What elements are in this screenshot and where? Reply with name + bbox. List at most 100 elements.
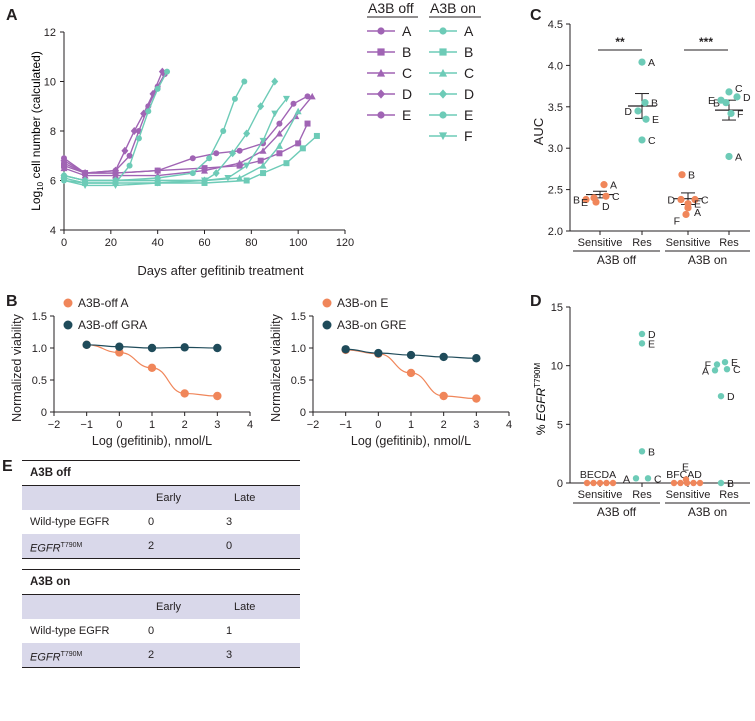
panel-b-left-x-tick-label: −1 <box>80 419 93 431</box>
panel-d-point-label: D <box>648 329 656 341</box>
panel-a-data-point <box>259 147 267 154</box>
panel-b-left-legend-marker <box>63 298 73 308</box>
panel-b-left-data-point <box>82 340 91 349</box>
panel-a-data-point <box>164 68 171 75</box>
panel-c-data-point <box>602 192 610 200</box>
table-cell-label <box>22 486 148 510</box>
table-cell-early: 2 <box>148 540 155 552</box>
panel-b-left-data-point <box>213 343 222 353</box>
panel-d-point-label: B <box>727 478 734 490</box>
panel-b-right-legend-marker <box>322 298 332 308</box>
panel-a-data-point <box>206 155 213 162</box>
panel-a-data-point <box>257 102 265 111</box>
panel-d-point-label: C <box>733 364 741 376</box>
panel-a-data-point <box>224 175 232 182</box>
panel-c-y-tick-label: 4.0 <box>548 60 563 72</box>
table-row: EGFRT790M 2 0 <box>22 534 300 558</box>
legend-label: F <box>464 128 473 144</box>
panel-c-y-tick-label: 2.5 <box>548 185 563 197</box>
legend-marker <box>376 68 386 77</box>
panel-a-data-point <box>189 170 196 177</box>
panel-c-data-point <box>634 107 642 115</box>
panel-a-y-tick-label: 8 <box>50 126 56 138</box>
table-cell-early: 2 <box>148 649 155 661</box>
panel-d-y-tick-label: 5 <box>557 419 563 431</box>
panel-b-right-data-point <box>439 352 448 362</box>
legend-off-title: A3B off <box>368 0 414 16</box>
panel-d-data-point <box>711 367 719 374</box>
panel-d-point-label: B <box>648 446 655 458</box>
panel-c-letter: C <box>530 7 542 24</box>
panel-a-series-line <box>63 71 168 184</box>
y-label-log: Log <box>29 191 43 211</box>
table-cell-early: 0 <box>148 516 155 528</box>
panel-d-data-point <box>609 479 617 487</box>
panel-a-data-point <box>308 92 316 100</box>
panel-d-point-label: C <box>654 473 662 485</box>
panel-a-data-point <box>257 157 264 164</box>
panel-a-data-point <box>260 170 267 177</box>
panel-a-data-point <box>290 100 297 107</box>
panel-c-sig-label: *** <box>699 35 713 49</box>
panel-a-series-line <box>63 95 308 174</box>
panel-d-data-point <box>690 479 697 487</box>
table-cell-late: 1 <box>226 625 233 637</box>
panel-b-right-y-tick-label: 0 <box>300 407 306 419</box>
y-label-gene: EGFR <box>534 387 548 421</box>
legend-label: C <box>402 65 412 81</box>
panel-d-point-label: D <box>727 391 735 403</box>
panel-d-data-point <box>638 448 646 455</box>
panel-a-data-point <box>231 95 238 102</box>
panel-a-data-point <box>243 129 251 138</box>
panel-a-x-tick-label: 100 <box>289 237 307 249</box>
panel-c-y-tick-label: 4.5 <box>548 19 563 31</box>
panel-d-point-label: E <box>731 357 738 369</box>
panel-d-data-point <box>638 340 646 347</box>
panel-d-point-label: E <box>682 461 689 473</box>
table-cell-late: 3 <box>226 649 233 661</box>
panel-c-point-label: C <box>735 83 743 95</box>
panel-a-x-label: Days after gefitinib treatment <box>137 263 304 278</box>
panel-c-data-point <box>641 99 649 107</box>
panel-b-right-y-label: Normalized viability <box>269 313 283 421</box>
panel-a-x-tick-label: 60 <box>198 237 210 249</box>
panel-a-data-point <box>121 146 129 155</box>
panel-b-right-x-tick-label: 2 <box>441 419 447 431</box>
panel-c-y-tick-label: 3.0 <box>548 143 563 155</box>
panel-c-data-point <box>717 96 725 104</box>
panel-b-left-y-tick-label: 0 <box>41 407 47 419</box>
panel-a-data-point <box>236 174 244 182</box>
legend-marker <box>376 89 386 99</box>
legend-marker <box>438 132 448 141</box>
panel-b-right-data-point <box>341 345 350 354</box>
panel-d-data-point <box>590 479 597 487</box>
panel-c-group-label: A3B off <box>597 253 637 267</box>
panel-c-category-label: Res <box>632 237 652 249</box>
panel-d-data-point <box>717 479 725 487</box>
table-cell-label <box>22 595 148 619</box>
panel-c-data-point <box>638 136 646 144</box>
panel-c-data-point <box>684 200 692 208</box>
panel-c-point-label: A <box>648 57 655 69</box>
panel-b-right-y-tick-label: 0.5 <box>291 375 306 387</box>
panel-a-data-point <box>82 170 89 177</box>
panel-c-data-point <box>733 93 741 101</box>
panel-b-right-data-point <box>439 391 448 401</box>
panel-d-data-point <box>603 479 610 487</box>
panel-c-data-point <box>590 194 598 202</box>
panel-d-point-label: A <box>702 365 709 377</box>
panel-d-y-label: % EGFRT790M <box>533 363 548 436</box>
panel-b-right-legend-marker <box>322 320 332 330</box>
panel-c-point-label: A <box>735 151 742 163</box>
panel-a-data-point <box>259 162 267 169</box>
table-section-title: A3B off <box>22 461 300 486</box>
panel-b-right-x-label: Log (gefitinib), nmol/L <box>351 434 471 448</box>
panel-b-left-data-point <box>115 342 124 351</box>
panel-a-data-point <box>295 140 302 147</box>
panel-c-point-label: A <box>694 207 701 219</box>
panel-e: E A3B off Early Late Wild-type EGFR 0 3 EGFRT7… <box>2 458 300 668</box>
legend-label: E <box>402 107 411 123</box>
panel-a-data-point <box>145 108 152 115</box>
panel-b-right-x-tick-label: −2 <box>307 419 320 431</box>
panel-a-data-point <box>304 93 311 100</box>
